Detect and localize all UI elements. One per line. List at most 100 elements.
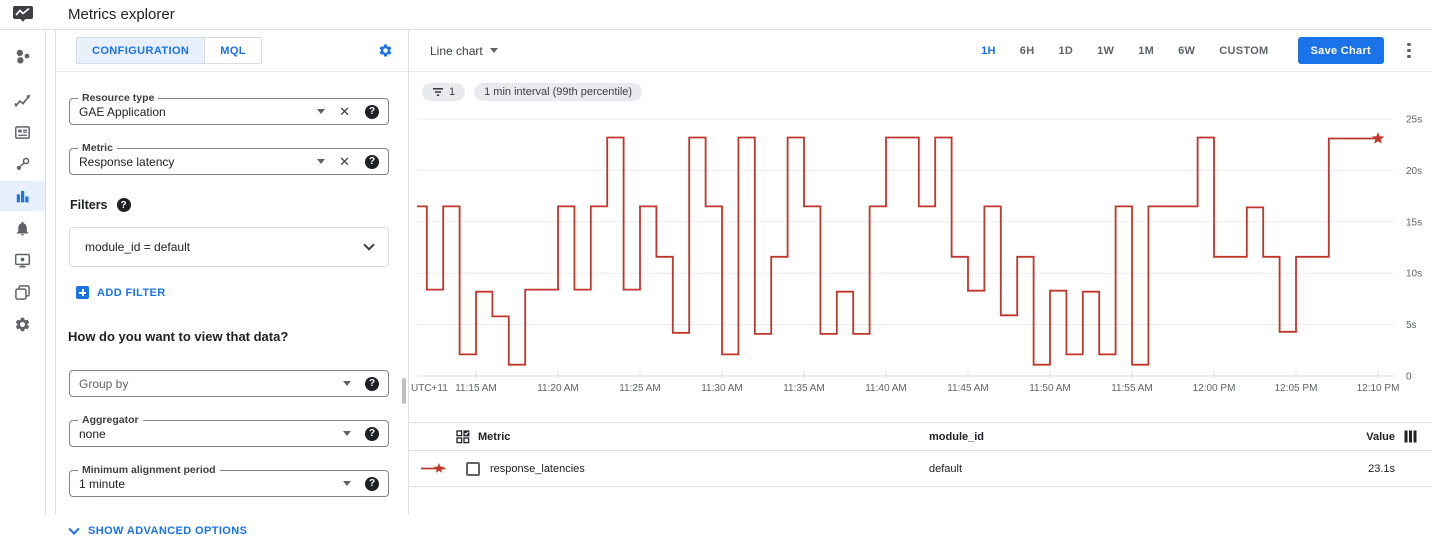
clear-resource-type-icon[interactable] (339, 105, 350, 118)
config-scrollbar[interactable] (402, 378, 406, 404)
series-checkbox[interactable] (466, 461, 480, 476)
y-axis-label: 5s (1406, 320, 1417, 331)
legend-table-header: Metric module_id Value (409, 423, 1432, 451)
time-range-1d[interactable]: 1D (1058, 44, 1074, 57)
time-range-custom[interactable]: CUSTOM (1219, 44, 1269, 57)
x-axis-label: 11:20 AM (537, 383, 579, 394)
dropdown-caret-icon (489, 48, 498, 53)
sidebar-item-groups[interactable] (0, 277, 45, 307)
x-axis-label: 11:40 AM (865, 383, 907, 394)
sidebar-item-uptime-checks[interactable] (0, 245, 45, 275)
time-range-6h[interactable]: 6H (1019, 44, 1035, 57)
aggregator-help-icon[interactable] (365, 426, 379, 441)
connected-services-icon (16, 157, 30, 170)
interval-label: 1 min interval (99th percentile) (484, 86, 633, 98)
time-range-1m[interactable]: 1M (1138, 44, 1155, 57)
top-app-bar: Metrics explorer (0, 0, 1432, 30)
y-axis-label: 0 (1406, 372, 1412, 383)
filter-chip-module-id[interactable]: module_id = default (69, 227, 389, 267)
interval-chip[interactable]: 1 min interval (99th percentile) (474, 83, 643, 101)
aggregator-field[interactable]: Aggregator none (69, 414, 389, 447)
aggregator-value: none (79, 426, 106, 441)
more-options-menu[interactable] (1399, 41, 1419, 61)
x-axis-label: 11:55 AM (1111, 383, 1153, 394)
cloud-monitoring-logo[interactable] (0, 5, 46, 24)
monitoring-overview-icon (16, 49, 30, 64)
clear-metric-icon[interactable] (339, 155, 350, 168)
chart-panel: Line chart 1H 6H 1D 1W 1M 6W CUSTOM Save Chart… (409, 30, 1432, 515)
filters-help-icon[interactable] (116, 198, 131, 212)
x-axis-label: 11:35 AM (783, 383, 825, 394)
series-legend-marker (421, 463, 445, 473)
column-settings-icon[interactable] (1404, 430, 1417, 443)
dropdown-caret-icon[interactable] (343, 381, 351, 386)
tab-mql[interactable]: MQL (204, 38, 261, 63)
series-line (417, 136, 1378, 366)
sidebar-item-dashboards[interactable] (0, 85, 45, 115)
alignment-help-icon[interactable] (365, 476, 379, 491)
chart-type-dropdown[interactable]: Line chart (430, 44, 498, 58)
show-advanced-options-label: SHOW ADVANCED OPTIONS (88, 525, 248, 537)
chevron-down-icon (363, 239, 375, 251)
x-axis-label: 11:45 AM (947, 383, 989, 394)
dropdown-caret-icon[interactable] (343, 481, 351, 486)
chart-settings-button[interactable] (378, 43, 393, 58)
filter-expression: module_id = default (85, 240, 191, 254)
view-data-heading: How do you want to view that data? (68, 329, 289, 344)
tab-configuration[interactable]: CONFIGURATION (77, 38, 205, 63)
column-header-metric[interactable]: Metric (478, 430, 511, 443)
time-range-1w[interactable]: 1W (1097, 44, 1115, 57)
sidebar-item-metrics-explorer[interactable] (0, 181, 45, 211)
dropdown-caret-icon[interactable] (317, 159, 326, 164)
resource-type-help-icon[interactable] (365, 104, 379, 119)
uptime-monitor-icon (14, 253, 31, 268)
time-range-1h[interactable]: 1H (981, 44, 996, 57)
sidebar-item-services-overview[interactable] (0, 117, 45, 147)
add-filter-label: ADD FILTER (97, 286, 166, 299)
metric-help-icon[interactable] (365, 154, 379, 169)
series-latest-value: 23.1s (1368, 462, 1395, 475)
filter-count: 1 (449, 86, 456, 98)
aggregator-label: Aggregator (78, 414, 143, 426)
select-metrics-grid-icon[interactable] (456, 429, 470, 444)
sidebar-item-integrations[interactable] (0, 149, 45, 179)
metric-field[interactable]: Metric Response latency (69, 142, 389, 175)
dropdown-caret-icon[interactable] (317, 109, 326, 114)
alerting-bell-icon (16, 221, 29, 236)
series-end-star-icon (1371, 132, 1385, 144)
alignment-period-label: Minimum alignment period (78, 464, 220, 476)
column-header-module-id[interactable]: module_id (929, 430, 985, 443)
show-advanced-options-button[interactable]: SHOW ADVANCED OPTIONS (68, 523, 389, 537)
add-filter-button[interactable]: ADD FILTER (76, 286, 389, 299)
group-by-help-icon[interactable] (365, 376, 379, 391)
metric-value: Response latency (79, 154, 175, 169)
series-module-id: default (929, 462, 963, 475)
time-range-group: 1H 6H 1D 1W 1M 6W CUSTOM (969, 45, 1280, 57)
sidebar-item-monitoring-overview[interactable] (0, 41, 45, 71)
filter-list-icon (433, 88, 443, 96)
sidebar-item-monitoring-settings[interactable] (0, 309, 45, 339)
group-by-field[interactable]: Group by (69, 370, 389, 397)
x-axis-label: 11:50 AM (1029, 383, 1071, 394)
dashboards-icon (14, 94, 31, 107)
dropdown-caret-icon[interactable] (343, 431, 351, 436)
alignment-period-field[interactable]: Minimum alignment period 1 minute (69, 464, 389, 497)
configuration-panel: CONFIGURATION MQL Resource type GAE Appl… (55, 30, 409, 537)
sidebar-item-alerting[interactable] (0, 213, 45, 243)
left-nav-rail (0, 30, 46, 515)
filter-count-chip[interactable]: 1 (422, 83, 466, 101)
resource-type-field[interactable]: Resource type GAE Application (69, 92, 389, 125)
filters-heading: Filters (70, 198, 108, 212)
resource-type-value: GAE Application (79, 104, 166, 119)
latency-line-chart[interactable]: 25s 20s 15s 10s 5s 0 11:15 AM 11:20 AM 11:25 AM 1… (409, 102, 1432, 400)
save-chart-button[interactable]: Save Chart (1297, 37, 1384, 64)
time-range-6w[interactable]: 6W (1178, 44, 1196, 57)
services-card-icon (15, 125, 30, 139)
y-axis-label: 25s (1406, 115, 1422, 126)
chart-type-label: Line chart (430, 43, 483, 58)
legend-table-row[interactable]: response_latencies default 23.1s (409, 451, 1432, 487)
alignment-period-value: 1 minute (79, 476, 126, 491)
column-header-value[interactable]: Value (1366, 430, 1395, 443)
groups-icon (15, 284, 30, 300)
x-axis-label: 12:05 PM (1275, 383, 1318, 394)
